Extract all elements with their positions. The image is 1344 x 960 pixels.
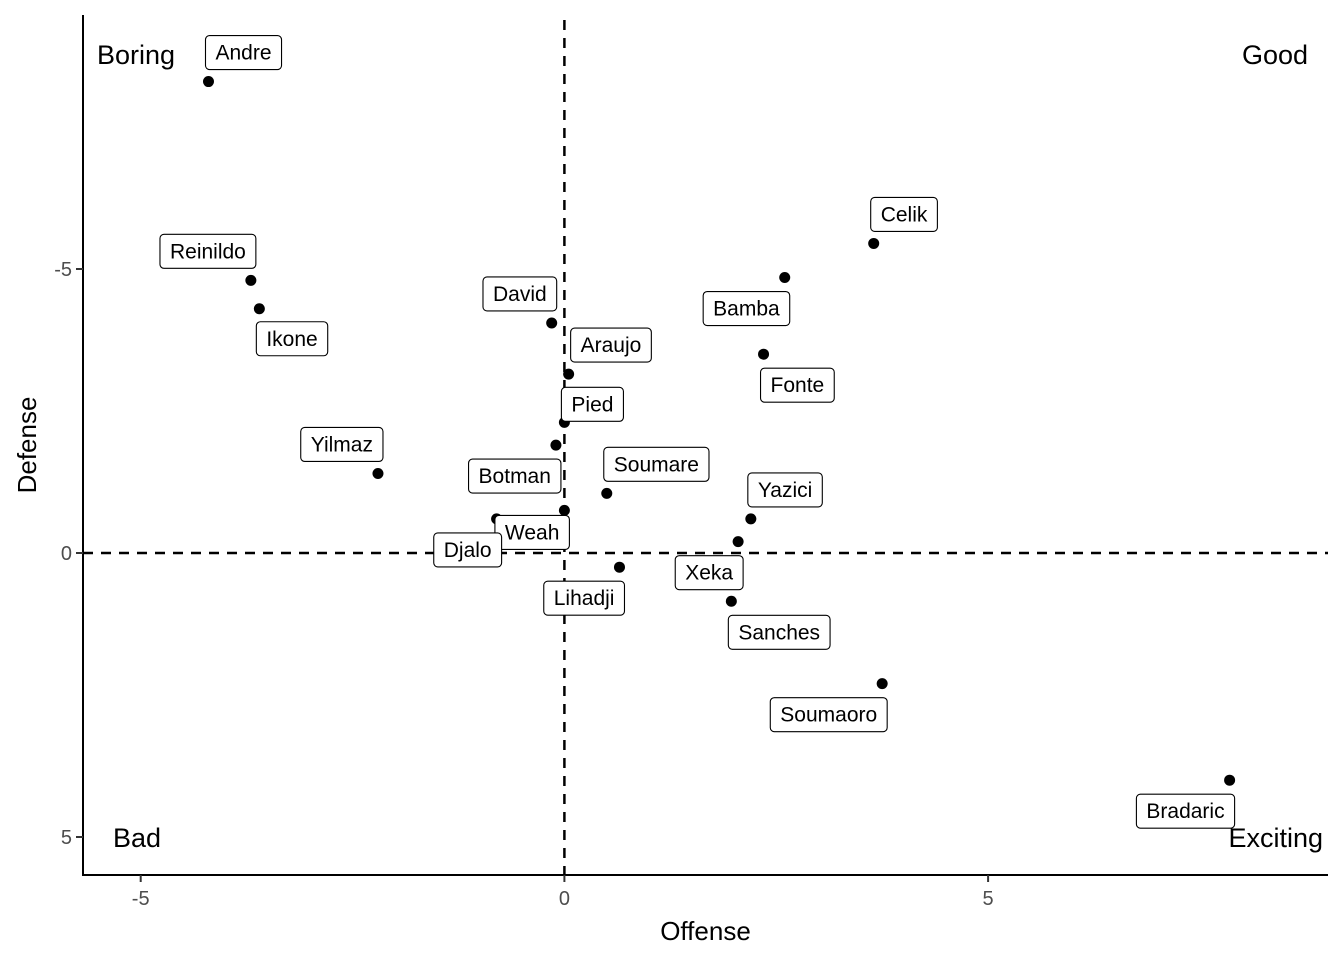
point-label: Xeka — [674, 555, 744, 591]
point-label: Bamba — [702, 290, 791, 327]
axes: -5 0 5 -5 0 5 Offense Defense — [12, 15, 1328, 946]
data-point — [563, 368, 575, 380]
data-point — [868, 237, 880, 249]
point-label: Soumare — [603, 446, 710, 482]
point-label: Sanches — [727, 614, 831, 650]
point-label: Soumaoro — [769, 697, 888, 733]
x-axis-title: Offense — [660, 916, 751, 946]
data-point — [558, 504, 570, 516]
y-axis-title: Defense — [12, 397, 42, 494]
x-tick-label: -5 — [132, 888, 150, 910]
data-point — [253, 303, 265, 315]
point-label-box — [769, 697, 888, 733]
point-labels: Andre Reinildo Ikone Yilmaz David Araujo Pied B… — [159, 35, 1236, 829]
point-label-box — [870, 196, 938, 232]
y-tick-label: -5 — [54, 259, 72, 281]
point-label-box — [159, 233, 257, 269]
point-label-text: Pied — [571, 393, 613, 416]
point-label-text: Botman — [479, 465, 551, 488]
point-label-text: Yazici — [758, 479, 812, 502]
point-label: Yilmaz — [300, 426, 384, 463]
point-label-box — [759, 367, 835, 403]
point-label: Fonte — [759, 367, 835, 403]
point-label-box — [570, 327, 652, 363]
point-label-text: Sanches — [738, 621, 820, 644]
x-axis-ticks: -5 0 5 — [132, 875, 994, 910]
point-label: Djalo — [433, 532, 503, 568]
point-label-text: Fonte — [771, 374, 825, 397]
point-label: David — [482, 276, 558, 312]
point-label: Bradaric — [1135, 793, 1236, 829]
point-label-text: Weah — [505, 521, 559, 544]
quadrant-label-top-right: Good — [1242, 40, 1308, 70]
data-points — [202, 76, 1236, 786]
point-label-box — [702, 290, 791, 327]
point-label-text: Reinildo — [170, 240, 246, 263]
point-label-text: Soumaoro — [780, 704, 877, 727]
data-point — [1224, 774, 1236, 786]
point-label: Botman — [468, 458, 562, 494]
point-label-text: Yilmaz — [311, 433, 373, 456]
x-tick-label: 5 — [983, 888, 994, 910]
point-label-box — [727, 614, 831, 650]
quadrant-labels: Boring Good Bad Exciting — [97, 40, 1323, 853]
point-label: Reinildo — [159, 233, 257, 269]
point-label-box — [468, 458, 562, 494]
point-label-box — [433, 532, 503, 568]
data-point — [202, 76, 214, 88]
data-point — [550, 439, 562, 451]
quadrant-label-bottom-right: Exciting — [1228, 823, 1323, 853]
x-tick-label: 0 — [559, 888, 570, 910]
point-label: Weah — [494, 514, 570, 550]
data-point — [601, 487, 613, 499]
y-tick-label: 5 — [61, 827, 72, 849]
point-label: Yazici — [747, 472, 823, 508]
point-label: Araujo — [570, 327, 652, 363]
point-label: Celik — [870, 196, 938, 232]
point-label-text: David — [493, 283, 547, 306]
point-label-text: Araujo — [581, 334, 642, 357]
data-point — [745, 513, 757, 525]
quadrant-label-bottom-left: Bad — [113, 823, 161, 853]
y-axis-ticks: -5 0 5 — [54, 259, 83, 849]
point-label-box — [1135, 793, 1236, 829]
point-label-text: Andre — [215, 42, 271, 65]
data-point — [546, 317, 558, 329]
point-label-box — [747, 472, 823, 508]
point-label-box — [255, 321, 329, 357]
point-label-box — [204, 35, 283, 71]
point-label-text: Bamba — [713, 298, 780, 321]
point-label-text: Djalo — [444, 539, 492, 562]
data-point — [732, 536, 744, 548]
point-label-box — [543, 580, 626, 616]
quadrant-label-top-left: Boring — [97, 40, 175, 70]
point-label-box — [674, 555, 744, 591]
data-point — [725, 595, 737, 607]
point-label-box — [300, 426, 384, 463]
point-label: Pied — [560, 386, 624, 422]
data-point — [245, 274, 257, 286]
point-label-box — [482, 276, 558, 312]
data-point — [613, 561, 625, 573]
point-label-text: Celik — [881, 203, 928, 226]
point-label-box — [603, 446, 710, 482]
point-label-text: Bradaric — [1146, 800, 1224, 823]
point-label: Ikone — [255, 321, 329, 357]
y-tick-label: 0 — [61, 543, 72, 565]
data-point — [758, 348, 770, 360]
data-point — [779, 272, 791, 284]
point-label-text: Ikone — [266, 328, 317, 351]
point-label-text: Soumare — [614, 453, 699, 476]
point-label-text: Xeka — [685, 562, 733, 585]
point-label: Lihadji — [543, 580, 626, 616]
point-label-text: Lihadji — [554, 587, 615, 610]
reference-lines — [83, 20, 1328, 875]
data-point — [372, 467, 384, 479]
point-label: Andre — [204, 35, 283, 71]
point-label-box — [560, 386, 624, 422]
data-point — [876, 678, 888, 690]
